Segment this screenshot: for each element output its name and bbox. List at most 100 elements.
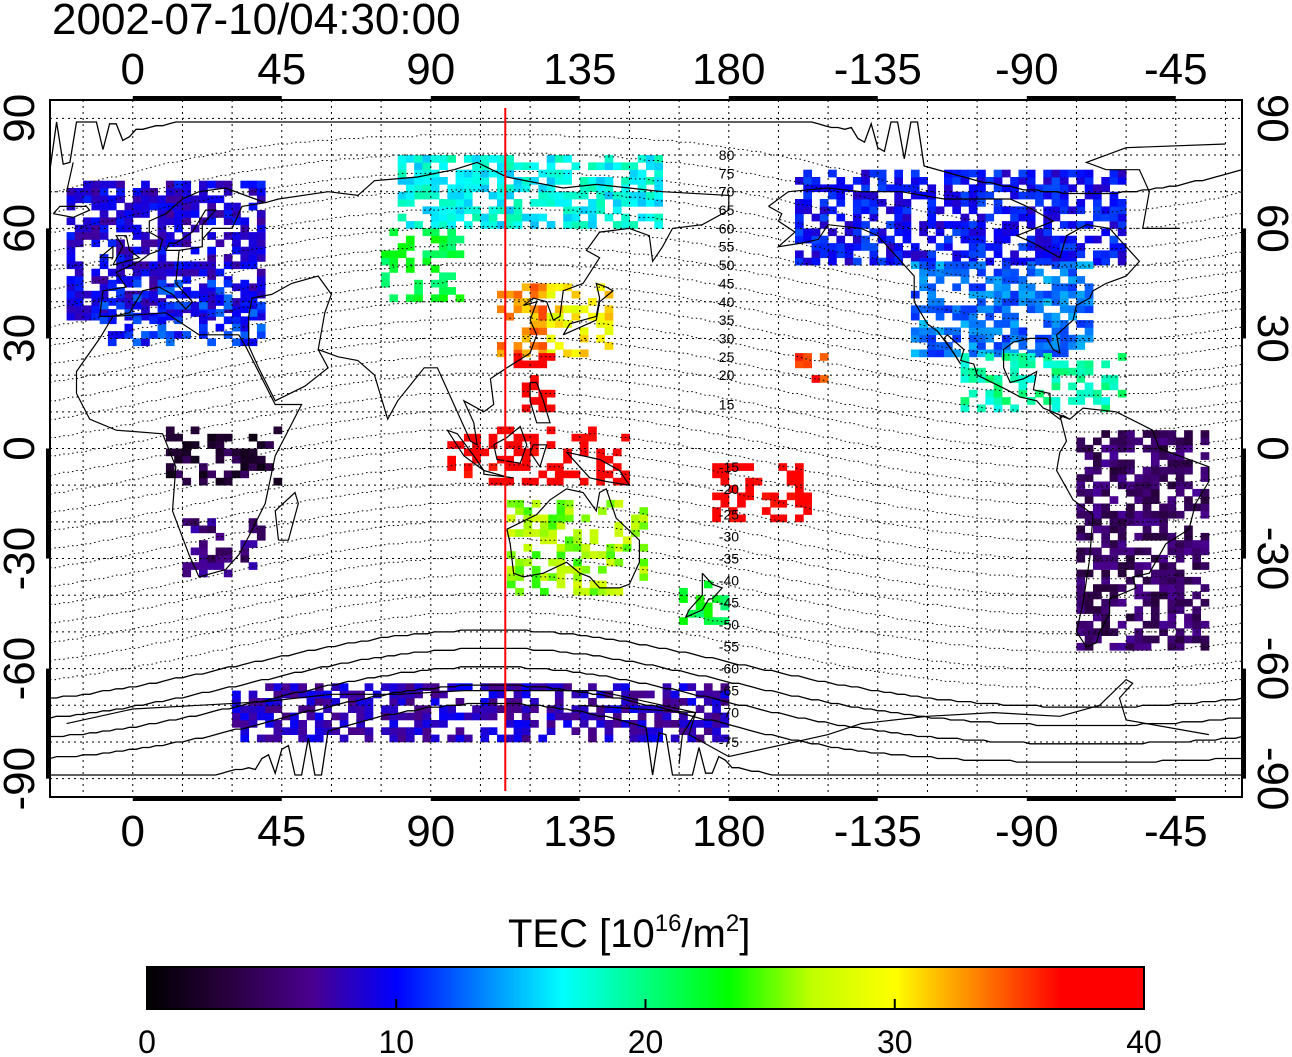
- tec-cell: [1051, 199, 1061, 207]
- tec-cell: [538, 305, 548, 314]
- tec-cell: [1093, 452, 1102, 460]
- tec-cell: [612, 221, 622, 229]
- magnetic-latitude-contour: [50, 611, 1242, 690]
- tec-cell: [960, 367, 970, 376]
- tec-cell: [571, 221, 581, 229]
- tec-cell: [1200, 496, 1210, 504]
- tec-cell: [174, 268, 183, 277]
- tec-cell: [174, 217, 183, 226]
- tec-cell: [157, 316, 167, 325]
- tec-cell: [1167, 635, 1177, 644]
- tec-cell: [356, 705, 365, 713]
- tec-cell: [556, 499, 566, 508]
- tec-cell: [803, 206, 812, 215]
- tec-cell: [1018, 283, 1028, 292]
- tec-cell: [447, 250, 456, 259]
- tec-cell: [405, 727, 415, 735]
- tec-cell: [405, 184, 415, 193]
- tec-cell: [548, 536, 557, 545]
- tec-cell: [1093, 213, 1102, 222]
- tec-cell: [298, 690, 307, 699]
- tec-cell: [563, 320, 572, 328]
- tec-cell: [1101, 375, 1110, 383]
- tec-cell: [571, 206, 581, 215]
- bottom-longitude-tick: 135: [543, 807, 616, 856]
- tec-cell: [1126, 547, 1135, 556]
- tec-cell: [199, 547, 208, 556]
- tec-cell: [861, 169, 870, 178]
- right-latitude-tick: -90: [1248, 747, 1292, 811]
- tec-cell: [1043, 257, 1052, 266]
- tec-cell: [1167, 547, 1177, 556]
- magnetic-latitude-contour: [50, 134, 1242, 213]
- tec-cell: [1001, 276, 1011, 284]
- tec-cell: [687, 609, 697, 618]
- tec-cell: [902, 250, 912, 259]
- tec-cell: [430, 734, 440, 743]
- tec-cell: [256, 323, 266, 332]
- tec-cell: [523, 558, 533, 567]
- tec-cell: [422, 155, 432, 163]
- frame-bar: [1026, 96, 1176, 101]
- magnetic-latitude-label: 65: [719, 202, 735, 218]
- coastlines: [52, 143, 1226, 765]
- tec-cell: [1093, 257, 1102, 266]
- tec-cell: [944, 243, 953, 251]
- tec-cell: [256, 705, 266, 713]
- tec-cell: [1051, 404, 1061, 413]
- tec-cell: [223, 188, 233, 196]
- tec-cell: [795, 514, 804, 523]
- tec-cell: [1010, 177, 1019, 185]
- tec-cell: [910, 349, 920, 358]
- tec-cell: [571, 712, 581, 721]
- magnetic-latitude-label: -25: [719, 507, 739, 523]
- tec-cell: [215, 441, 225, 449]
- tec-cell: [256, 283, 266, 292]
- tec-cell: [1142, 562, 1152, 570]
- tec-cell: [531, 514, 541, 523]
- tec-cell: [91, 224, 101, 233]
- tec-cell: [381, 272, 390, 281]
- tec-cell: [803, 169, 812, 178]
- tec-cell: [182, 287, 192, 295]
- tec-cell: [240, 727, 250, 735]
- tec-cell: [861, 206, 870, 215]
- tec-cell: [116, 180, 125, 189]
- tec-cell: [66, 239, 76, 248]
- tec-cell: [1167, 606, 1177, 614]
- tec-cell: [149, 268, 158, 277]
- tec-cell: [819, 243, 829, 251]
- tec-cell: [538, 470, 548, 479]
- tec-cell: [405, 257, 415, 266]
- tec-cell: [564, 499, 574, 508]
- tec-cell: [1001, 290, 1011, 299]
- tec-cell: [1142, 496, 1152, 504]
- tec-cell: [1167, 459, 1177, 468]
- tec-cell: [240, 217, 250, 226]
- tec-cell: [548, 573, 557, 581]
- tec-cell: [207, 518, 216, 526]
- magnetic-latitude-contour: [50, 666, 1242, 745]
- tec-cell: [546, 155, 556, 163]
- tec-cell: [99, 217, 109, 226]
- tec-cell: [256, 532, 266, 541]
- tec-cell: [306, 712, 316, 721]
- tec-cell: [513, 360, 523, 369]
- tec-cell: [869, 257, 879, 266]
- tec-cell: [405, 683, 415, 691]
- tec-cell: [960, 261, 970, 270]
- tec-cell: [439, 705, 448, 713]
- tec-cell: [414, 191, 423, 200]
- tec-cell: [513, 298, 523, 306]
- tec-cell: [1051, 382, 1061, 391]
- coastline: [579, 704, 697, 765]
- tec-cell: [637, 191, 647, 200]
- tec-cell: [540, 514, 549, 523]
- tec-cell: [207, 470, 216, 479]
- tec-cell: [480, 169, 490, 178]
- tec-cell: [1076, 628, 1086, 636]
- tec-cell: [960, 250, 970, 259]
- right-latitude-tick: -30: [1248, 527, 1292, 591]
- tec-cell: [215, 433, 225, 442]
- tec-cell: [687, 727, 697, 735]
